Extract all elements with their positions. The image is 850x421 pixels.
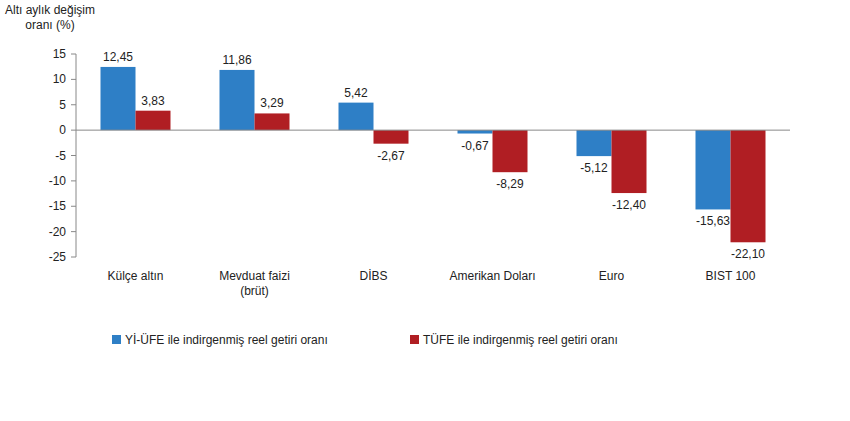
y-tick-label: -25 bbox=[49, 250, 67, 264]
x-tick-label: Euro bbox=[599, 269, 625, 283]
legend-label: Yİ-ÜFE ile indirgenmiş reel getiri oranı bbox=[125, 333, 328, 347]
x-tick-label: BIST 100 bbox=[706, 269, 756, 283]
bar bbox=[493, 130, 528, 172]
data-label: -8,29 bbox=[496, 177, 524, 191]
x-tick-label: Amerikan Doları bbox=[449, 269, 535, 283]
x-tick-label-line: (brüt) bbox=[240, 284, 269, 298]
data-label: -0,67 bbox=[461, 139, 489, 153]
x-tick-label-line: Mevduat faizi bbox=[219, 269, 290, 283]
y-tick bbox=[71, 54, 76, 55]
y-axis-label: Altı aylık değişimoranı (%) bbox=[5, 3, 95, 32]
data-label: 12,45 bbox=[103, 50, 133, 64]
x-tick-label: DİBS bbox=[359, 269, 387, 283]
x-tick-label: Mevduat faizi(brüt) bbox=[219, 269, 290, 298]
y-tick-label: -20 bbox=[49, 225, 67, 239]
legend-swatch bbox=[410, 335, 419, 344]
data-label: -15,63 bbox=[696, 214, 730, 228]
data-label: 3,83 bbox=[141, 94, 165, 108]
data-labels: 12,45 11,86 5,42 -0,67 -5,12 -15,63 3,83 3,29 -2… bbox=[103, 50, 765, 261]
bars bbox=[101, 67, 766, 242]
bar bbox=[612, 130, 647, 193]
data-label: -5,12 bbox=[580, 161, 608, 175]
y-tick-label: -10 bbox=[49, 174, 67, 188]
y-tick-label: -5 bbox=[55, 149, 66, 163]
data-label: 3,29 bbox=[260, 96, 284, 110]
bar bbox=[339, 103, 374, 131]
bar bbox=[731, 130, 766, 242]
y-tick bbox=[71, 180, 76, 181]
data-label: 5,42 bbox=[344, 86, 368, 100]
bar bbox=[374, 130, 409, 144]
y-tick bbox=[71, 257, 76, 258]
legend-swatch bbox=[112, 335, 121, 344]
bar bbox=[101, 67, 136, 130]
y-tick bbox=[71, 130, 76, 131]
y-tick bbox=[71, 231, 76, 232]
data-label: 11,86 bbox=[222, 53, 251, 67]
y-axis-label-line: oranı (%) bbox=[25, 18, 74, 32]
y-tick-label: 10 bbox=[53, 72, 67, 86]
zero-line bbox=[76, 130, 790, 131]
y-axis-label-line: Altı aylık değişim bbox=[5, 3, 95, 17]
y-tick-label: -15 bbox=[49, 199, 67, 213]
y-tick-label: 0 bbox=[59, 123, 66, 137]
data-label: -22,10 bbox=[731, 247, 765, 261]
bar bbox=[220, 70, 255, 130]
bar bbox=[577, 130, 612, 156]
y-tick bbox=[71, 104, 76, 105]
bar bbox=[458, 130, 493, 133]
y-tick-label: 15 bbox=[53, 47, 67, 61]
y-tick bbox=[71, 155, 76, 156]
legend-label: TÜFE ile indirgenmiş reel getiri oranı bbox=[423, 333, 618, 347]
x-tick-label: Külçe altın bbox=[107, 269, 163, 283]
bar bbox=[255, 113, 290, 130]
bar bbox=[136, 111, 171, 130]
y-tick bbox=[71, 79, 76, 80]
bar bbox=[696, 130, 731, 209]
y-tick bbox=[71, 206, 76, 207]
y-tick-label: 5 bbox=[59, 98, 66, 112]
chart: Altı aylık değişimoranı (%) -25 -20 -15 -10 -… bbox=[0, 0, 850, 421]
data-label: -12,40 bbox=[612, 198, 646, 212]
data-label: -2,67 bbox=[377, 149, 405, 163]
